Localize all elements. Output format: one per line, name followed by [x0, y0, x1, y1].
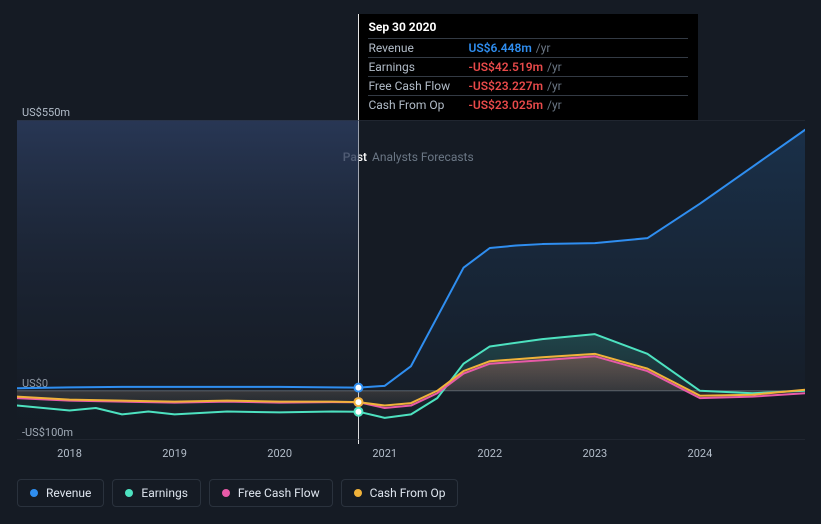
tooltip-row-value: -US$42.519m	[468, 60, 543, 74]
hover-marker-revenue	[354, 384, 362, 392]
chart-svg	[17, 120, 805, 440]
y-tick-label: US$550m	[22, 106, 70, 119]
x-tick-label: 2020	[267, 447, 292, 460]
legend-dot-icon	[354, 489, 362, 497]
legend-item-earnings[interactable]: Earnings	[112, 479, 201, 507]
tooltip-row-value: US$6.448m	[468, 41, 531, 55]
x-tick-label: 2023	[582, 447, 607, 460]
tooltip-row-label: Revenue	[368, 41, 468, 55]
legend-item-cfo[interactable]: Cash From Op	[341, 479, 459, 507]
legend-dot-icon	[222, 489, 230, 497]
tooltip-row: Earnings-US$42.519m/yr	[368, 57, 688, 76]
legend-item-revenue[interactable]: Revenue	[17, 479, 104, 507]
tooltip-row-value: -US$23.227m	[468, 79, 543, 93]
tooltip-row: Cash From Op-US$23.025m/yr	[368, 95, 688, 114]
chart-area[interactable]	[17, 120, 805, 440]
hover-tooltip: Sep 30 2020 RevenueUS$6.448m/yrEarnings-…	[358, 14, 698, 120]
tooltip-row-unit: /yr	[547, 98, 562, 112]
x-tick-label: 2022	[477, 447, 502, 460]
legend-label: Free Cash Flow	[238, 486, 320, 500]
x-axis: 2018 2019 2020 2021 2022 2023 2024	[17, 447, 805, 467]
tooltip-row: Free Cash Flow-US$23.227m/yr	[368, 76, 688, 95]
x-tick-label: 2021	[372, 447, 397, 460]
legend-dot-icon	[125, 489, 133, 497]
tooltip-row-value: -US$23.025m	[468, 98, 543, 112]
tooltip-date: Sep 30 2020	[368, 20, 688, 38]
tooltip-row-unit: /yr	[547, 60, 562, 74]
hover-marker-earnings	[354, 408, 362, 416]
legend: Revenue Earnings Free Cash Flow Cash From O…	[17, 479, 458, 507]
x-tick-label: 2024	[688, 447, 713, 460]
x-tick-label: 2019	[162, 447, 187, 460]
legend-label: Cash From Op	[370, 486, 446, 500]
tooltip-row-label: Cash From Op	[368, 98, 468, 112]
tooltip-row-label: Free Cash Flow	[368, 79, 468, 93]
legend-item-fcf[interactable]: Free Cash Flow	[209, 479, 333, 507]
tooltip-row: RevenueUS$6.448m/yr	[368, 38, 688, 57]
legend-label: Revenue	[46, 486, 91, 500]
x-tick-label: 2018	[57, 447, 82, 460]
legend-dot-icon	[30, 489, 38, 497]
tooltip-row-unit: /yr	[536, 41, 551, 55]
hover-marker-cfo	[354, 398, 362, 406]
legend-label: Earnings	[141, 486, 188, 500]
tooltip-row-label: Earnings	[368, 60, 468, 74]
tooltip-row-unit: /yr	[547, 79, 562, 93]
